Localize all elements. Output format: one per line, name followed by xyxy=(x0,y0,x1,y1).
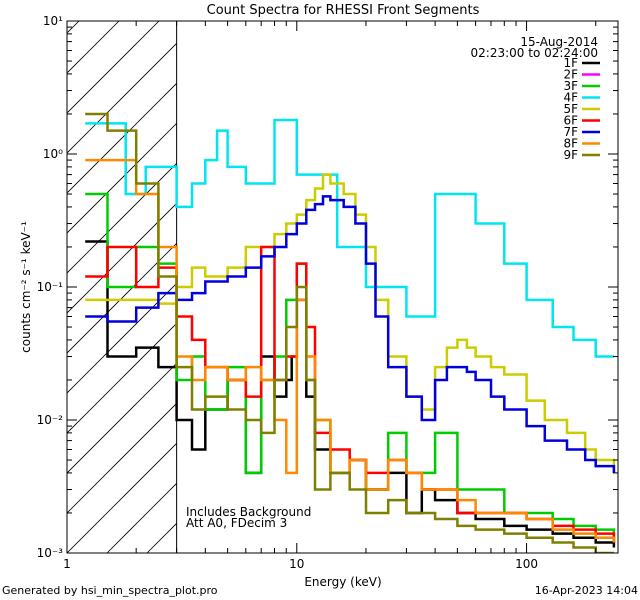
legend-label-6F: 6F xyxy=(563,114,578,128)
x-tick-label: 1 xyxy=(63,557,71,571)
series-line-5F xyxy=(85,173,616,473)
legend-label-4F: 4F xyxy=(563,91,578,105)
series-line-8F xyxy=(85,158,616,543)
series-line-7F xyxy=(85,195,616,473)
x-tick-label: 10 xyxy=(289,557,304,571)
chart-title: Count Spectra for RHESSI Front Segments xyxy=(207,3,480,18)
x-tick-label: 100 xyxy=(515,557,538,571)
date-label: 15-Aug-2014 xyxy=(520,35,598,49)
annotation-attenuator: Att A0, FDecim 3 xyxy=(186,516,287,530)
legend-label-8F: 8F xyxy=(563,137,578,151)
y-tick-label: 10⁻² xyxy=(37,413,64,427)
series-line-6F xyxy=(85,245,616,543)
y-tick-label: 10⁰ xyxy=(43,147,63,161)
legend-label-9F: 9F xyxy=(563,148,578,162)
x-axis-label: Energy (keV) xyxy=(304,575,381,589)
y-tick-label: 10¹ xyxy=(43,14,63,28)
annotation-background: Includes Background xyxy=(186,505,311,519)
legend-label-1F: 1F xyxy=(563,56,578,70)
legend-label-2F: 2F xyxy=(563,68,578,82)
footer-generated-by: Generated by hsi_min_spectra_plot.pro xyxy=(2,584,218,597)
series-layer xyxy=(85,112,616,553)
legend-label-3F: 3F xyxy=(563,79,578,93)
legend-label-7F: 7F xyxy=(563,125,578,139)
footer-timestamp: 16-Apr-2023 14:04 xyxy=(535,584,638,597)
axis-ticks: 1 10 100 10¹ 10⁰ 10⁻¹ 10⁻² 10⁻³ xyxy=(37,14,618,571)
time-range-label: 02:23:00 to 02:24:00 xyxy=(471,46,598,60)
legend-label-5F: 5F xyxy=(563,102,578,116)
y-tick-label: 10⁻³ xyxy=(37,546,64,560)
series-line-9F xyxy=(85,112,614,553)
y-tick-label: 10⁻¹ xyxy=(37,280,64,294)
hatch-lines xyxy=(67,21,177,553)
y-axis-label: counts cm⁻² s⁻¹ keV⁻¹ xyxy=(19,221,33,353)
series-line-4F xyxy=(85,118,614,358)
series-line-1F xyxy=(85,240,616,548)
